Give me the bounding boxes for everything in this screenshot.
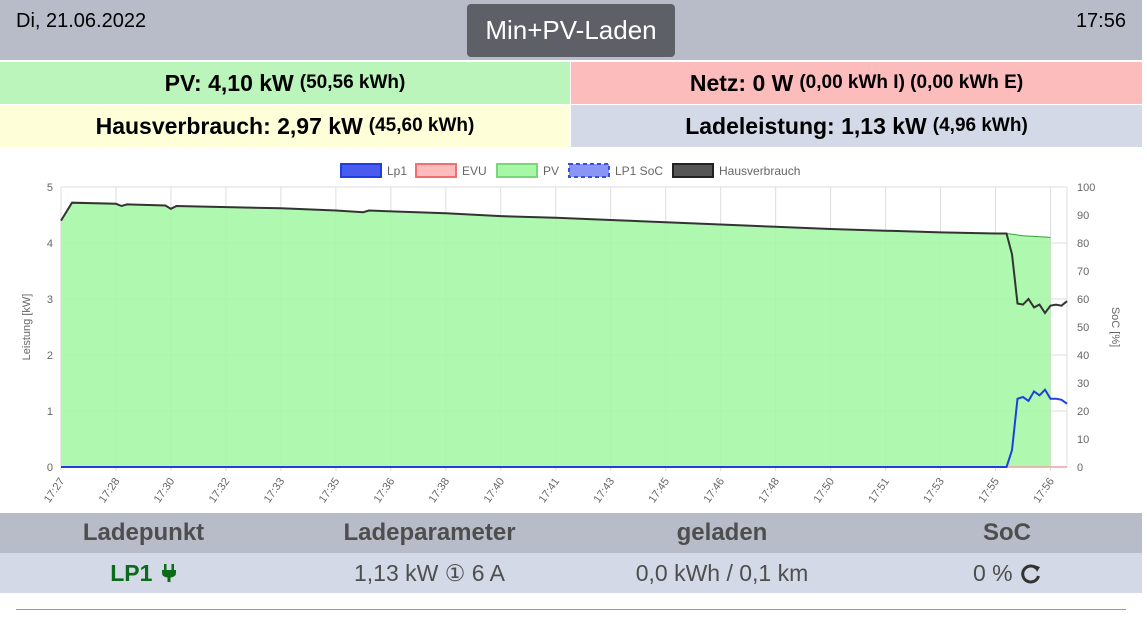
- time-display: 17:56: [1075, 10, 1126, 32]
- legend-swatch: [568, 163, 610, 178]
- y-tick-label: 5: [47, 182, 53, 194]
- bottom-divider: [16, 609, 1126, 610]
- x-tick-label: 17:38: [427, 476, 453, 505]
- lp-charged: 0,0 kWh / 0,1 km: [635, 559, 809, 586]
- y2-tick-label: 70: [1077, 266, 1089, 278]
- house-power: Hausverbrauch: 2,97 kW: [95, 112, 363, 139]
- lp-cell[interactable]: LP1: [0, 560, 287, 587]
- legend-label: Lp1: [387, 164, 407, 178]
- x-tick-label: 17:45: [647, 476, 673, 505]
- y2-tick-label: 80: [1077, 238, 1089, 250]
- header-bar: Di, 21.06.2022 Min+PV-Laden 17:56: [0, 0, 1142, 60]
- lp-table-header: Ladepunkt Ladeparameter geladen SoC: [0, 513, 1142, 553]
- legend-label: PV: [543, 164, 559, 178]
- grid-energy: (0,00 kWh I) (0,00 kWh E): [799, 72, 1024, 93]
- x-tick-label: 17:40: [482, 476, 508, 505]
- x-tick-label: 17:35: [317, 476, 343, 505]
- x-tick-label: 17:33: [262, 476, 288, 505]
- x-tick-label: 17:51: [866, 476, 892, 505]
- grid-power: Netz: 0 W: [689, 69, 794, 96]
- x-tick-label: 17:48: [756, 476, 782, 505]
- date-display: Di, 21.06.2022: [16, 10, 147, 32]
- x-tick-label: 17:55: [976, 476, 1002, 505]
- charge-energy: (4,96 kWh): [932, 115, 1028, 136]
- y-tick-label: 1: [47, 406, 53, 418]
- col-geladen: geladen: [676, 519, 768, 546]
- legend-swatch: [496, 163, 538, 178]
- y2-tick-label: 100: [1077, 182, 1095, 194]
- x-tick-label: 17:32: [207, 476, 233, 505]
- y2-axis-title: SoC [%]: [1109, 307, 1121, 347]
- pv-power: PV: 4,10 kW: [164, 69, 294, 96]
- lp1-line: [61, 388, 1068, 468]
- x-tick-label: 17:41: [537, 476, 563, 505]
- lp-param: 1,13 kW ① 6 A: [353, 559, 506, 586]
- y2-tick-label: 30: [1077, 378, 1089, 390]
- pv-energy: (50,56 kWh): [299, 72, 406, 93]
- x-tick-label: 17:50: [811, 476, 837, 505]
- house-energy: (45,60 kWh): [368, 115, 475, 136]
- y2-tick-label: 40: [1077, 350, 1089, 362]
- legend-swatch: [415, 163, 457, 178]
- x-tick-label: 17:28: [97, 476, 123, 505]
- legend-label: EVU: [462, 164, 487, 178]
- x-tick-label: 17:27: [42, 476, 68, 505]
- y2-tick-label: 10: [1077, 434, 1089, 446]
- y-axis-title: Leistung [kW]: [21, 294, 33, 361]
- legend-label: LP1 SoC: [615, 164, 663, 178]
- y-tick-label: 4: [47, 238, 53, 250]
- charge-mode-button[interactable]: Min+PV-Laden: [467, 4, 675, 57]
- x-tick-label: 17:36: [372, 476, 398, 505]
- legend-label: Hausverbrauch: [719, 164, 800, 178]
- x-tick-label: 17:46: [702, 476, 728, 505]
- charge-power: Ladeleistung: 1,13 kW: [685, 112, 927, 139]
- soc-value: 0 %: [972, 559, 1013, 586]
- pv-area: [61, 202, 1051, 467]
- col-ladepunkt: Ladepunkt: [82, 519, 205, 546]
- legend-swatch: [672, 163, 714, 178]
- charge-tile: Ladeleistung: 1,13 kW (4,96 kWh): [571, 105, 1142, 147]
- table-row[interactable]: LP1 1,13 kW ① 6 A 0,0 kWh / 0,1 km 0 %: [0, 553, 1142, 593]
- plug-icon: [161, 563, 176, 582]
- y-tick-label: 2: [47, 350, 53, 362]
- x-tick-label: 17:53: [921, 476, 947, 505]
- house-tile: Hausverbrauch: 2,97 kW (45,60 kWh): [0, 105, 570, 147]
- col-ladeparameter: Ladeparameter: [343, 519, 516, 546]
- soc-cell: 0 %: [872, 560, 1142, 587]
- col-soc: SoC: [983, 519, 1031, 546]
- y-tick-label: 0: [47, 462, 53, 474]
- lp-name[interactable]: LP1: [110, 559, 153, 586]
- power-chart: 0 1 2 3 4 5 0 10 20 30 40 50 60 70 80 90 100 17:27 17:28 17…: [0, 150, 1147, 512]
- grid-tile: Netz: 0 W (0,00 kWh I) (0,00 kWh E): [571, 62, 1142, 104]
- hausverbrauch-line: [60, 201, 1068, 315]
- pv-tile: PV: 4,10 kW (50,56 kWh): [0, 62, 570, 104]
- y2-tick-label: 20: [1077, 406, 1089, 418]
- y2-tick-label: 50: [1077, 322, 1089, 334]
- refresh-icon[interactable]: [1021, 564, 1041, 584]
- x-tick-label: 17:43: [592, 476, 618, 505]
- y2-tick-label: 60: [1077, 294, 1089, 306]
- y-tick-label: 3: [47, 294, 53, 306]
- legend-swatch: [340, 163, 382, 178]
- y2-tick-label: 0: [1077, 462, 1083, 474]
- x-tick-label: 17:56: [1031, 476, 1057, 505]
- y2-tick-label: 90: [1077, 210, 1089, 222]
- x-tick-label: 17:30: [152, 476, 178, 505]
